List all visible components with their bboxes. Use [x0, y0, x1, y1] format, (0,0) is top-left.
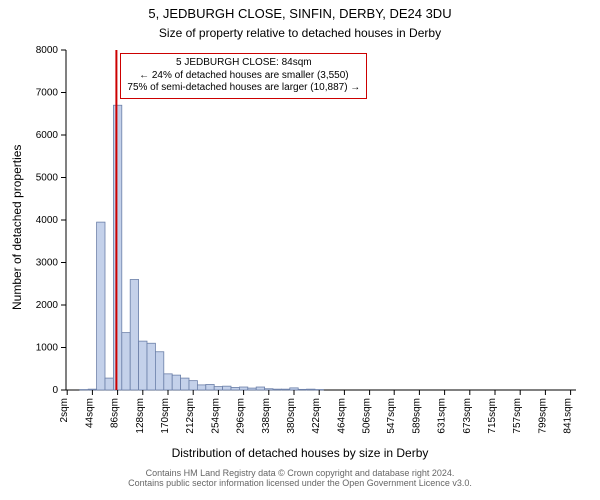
- callout-line-1: 5 JEDBURGH CLOSE: 84sqm: [127, 57, 360, 70]
- callout-line-2: ← 24% of detached houses are smaller (3,…: [127, 70, 360, 83]
- callout-line-3: 75% of semi-detached houses are larger (…: [127, 82, 360, 95]
- footer-line-2: Contains public sector information licen…: [0, 478, 600, 488]
- svg-text:1000: 1000: [36, 343, 59, 354]
- svg-text:212sqm: 212sqm: [185, 398, 196, 434]
- svg-text:0: 0: [52, 385, 58, 396]
- svg-text:8000: 8000: [36, 45, 59, 56]
- svg-text:380sqm: 380sqm: [286, 398, 297, 434]
- x-axis-label: Distribution of detached houses by size …: [0, 446, 600, 460]
- svg-text:338sqm: 338sqm: [261, 398, 272, 434]
- svg-text:4000: 4000: [36, 215, 59, 226]
- svg-text:128sqm: 128sqm: [135, 398, 146, 434]
- svg-text:673sqm: 673sqm: [462, 398, 473, 434]
- svg-text:799sqm: 799sqm: [537, 398, 548, 434]
- svg-text:506sqm: 506sqm: [362, 398, 373, 434]
- svg-text:2sqm: 2sqm: [59, 398, 70, 422]
- svg-text:6000: 6000: [36, 130, 59, 141]
- svg-text:547sqm: 547sqm: [386, 398, 397, 434]
- footer: Contains HM Land Registry data © Crown c…: [0, 468, 600, 488]
- chart-container: 5, JEDBURGH CLOSE, SINFIN, DERBY, DE24 3…: [0, 0, 600, 500]
- svg-text:464sqm: 464sqm: [336, 398, 347, 434]
- svg-text:715sqm: 715sqm: [487, 398, 498, 434]
- svg-text:170sqm: 170sqm: [160, 398, 171, 434]
- svg-text:44sqm: 44sqm: [84, 398, 95, 428]
- svg-text:254sqm: 254sqm: [210, 398, 221, 434]
- svg-text:841sqm: 841sqm: [563, 398, 574, 434]
- callout-box: 5 JEDBURGH CLOSE: 84sqm ← 24% of detache…: [120, 53, 367, 99]
- svg-text:2000: 2000: [36, 300, 59, 311]
- svg-text:757sqm: 757sqm: [512, 398, 523, 434]
- svg-text:5000: 5000: [36, 173, 59, 184]
- svg-text:296sqm: 296sqm: [236, 398, 247, 434]
- svg-text:7000: 7000: [36, 88, 59, 99]
- footer-line-1: Contains HM Land Registry data © Crown c…: [0, 468, 600, 478]
- svg-text:3000: 3000: [36, 258, 59, 269]
- svg-text:589sqm: 589sqm: [411, 398, 422, 434]
- svg-text:422sqm: 422sqm: [311, 398, 322, 434]
- svg-text:631sqm: 631sqm: [437, 398, 448, 434]
- svg-text:86sqm: 86sqm: [110, 398, 121, 428]
